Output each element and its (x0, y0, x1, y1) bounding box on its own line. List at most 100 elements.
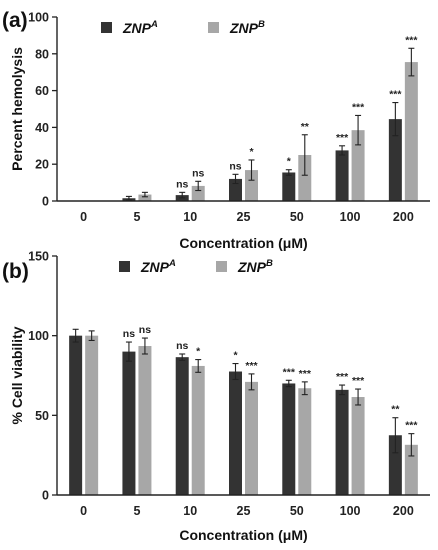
bar (335, 150, 349, 201)
legend-swatch (101, 22, 112, 33)
panel-b-x-axis-title: Concentration (μM) (179, 527, 307, 543)
x-tick-label: 5 (133, 504, 140, 518)
panel-a-y-ticks: 0 20 40 60 80 100 (28, 11, 57, 209)
bar (229, 178, 242, 201)
x-tick-label: 0 (80, 210, 87, 224)
significance-label: *** (336, 132, 349, 144)
significance-label: *** (245, 360, 258, 372)
x-tick-label: 5 (133, 210, 140, 224)
x-tick-label: 100 (340, 504, 361, 518)
bar (191, 365, 205, 495)
legend-swatch (208, 22, 219, 33)
panel-a-error-bars (125, 47, 415, 201)
bar (69, 335, 83, 495)
panel-b-label: (b) (2, 260, 29, 283)
significance-label: ** (391, 404, 400, 416)
significance-label: ns (176, 340, 188, 352)
y-tick-label: 0 (42, 489, 49, 503)
significance-label: *** (336, 371, 349, 383)
significance-label: *** (389, 89, 402, 101)
x-tick-label: 100 (340, 210, 361, 224)
significance-label: *** (352, 375, 365, 387)
significance-label: * (233, 350, 238, 362)
x-tick-label: 50 (290, 504, 304, 518)
y-tick-label: 50 (35, 409, 49, 423)
panel-a: (a) Percent hemolysis Concentration (μM)… (2, 9, 430, 251)
bar (298, 155, 312, 201)
bar (175, 357, 189, 495)
significance-label: ns (139, 324, 151, 336)
significance-label: * (287, 156, 292, 168)
significance-label: ns (229, 160, 241, 172)
panel-a-axes (56, 17, 430, 202)
significance-label: *** (405, 34, 418, 46)
y-tick-label: 60 (35, 84, 49, 98)
bar (122, 351, 136, 495)
y-tick-label: 150 (28, 250, 49, 264)
x-tick-label: 10 (183, 504, 197, 518)
panel-a-x-axis-title: Concentration (μM) (179, 235, 307, 251)
panel-b: (b) % Cell viability Concentration (μM) … (2, 250, 430, 543)
x-tick-label: 25 (237, 210, 251, 224)
panel-a-y-axis-title: Percent hemolysis (9, 47, 25, 171)
legend-swatch (119, 261, 130, 272)
significance-label: * (249, 146, 254, 158)
bar (138, 194, 152, 201)
panel-a-bars (122, 62, 418, 201)
significance-label: *** (352, 101, 365, 113)
bar (282, 383, 296, 495)
significance-label: *** (299, 368, 312, 380)
panel-a-label: (a) (2, 9, 28, 32)
panel-b-bars (69, 335, 418, 495)
x-tick-label: 0 (80, 504, 87, 518)
significance-label: ns (176, 178, 188, 190)
panel-b-y-axis-title: % Cell viability (9, 326, 25, 424)
significance-label: ns (123, 328, 135, 340)
bar (388, 435, 402, 495)
significance-label: ** (301, 121, 310, 133)
bar (388, 119, 402, 201)
x-tick-label: 50 (290, 210, 304, 224)
x-tick-label: 200 (393, 210, 414, 224)
legend-swatch (216, 261, 227, 272)
bar (335, 389, 349, 495)
legend-label: ZNPA (122, 19, 158, 36)
bar (404, 444, 418, 495)
bar (298, 388, 312, 495)
significance-label: * (196, 346, 201, 358)
significance-label: ns (192, 167, 204, 179)
x-tick-label: 25 (237, 504, 251, 518)
significance-label: *** (283, 366, 296, 378)
bar (85, 335, 99, 495)
bar (351, 130, 365, 201)
x-tick-label: 10 (183, 210, 197, 224)
legend-label: ZNPB (237, 258, 273, 275)
bar (191, 185, 205, 201)
panel-a-legend: ZNPA ZNPB (101, 19, 265, 36)
panel-b-y-ticks: 0 50 100 150 (28, 250, 57, 503)
panel-b-legend: ZNPA ZNPB (119, 258, 273, 275)
y-tick-label: 20 (35, 158, 49, 172)
bar (351, 397, 365, 495)
panel-b-error-bars (72, 328, 415, 457)
y-tick-label: 0 (42, 195, 49, 209)
bar (245, 170, 258, 201)
panel-b-x-ticks: 0 5 10 25 50 100 200 (80, 504, 414, 518)
legend-label: ZNPB (229, 19, 265, 36)
panel-a-x-ticks: 0 5 10 25 50 100 200 (80, 210, 414, 224)
y-tick-label: 100 (28, 11, 49, 25)
bar (245, 381, 258, 495)
bar (404, 62, 418, 201)
significance-label: *** (405, 420, 418, 432)
y-tick-label: 100 (28, 329, 49, 343)
x-tick-label: 200 (393, 504, 414, 518)
y-tick-label: 80 (35, 47, 49, 61)
legend-label: ZNPA (140, 258, 176, 275)
y-tick-label: 40 (35, 121, 49, 135)
bar (229, 371, 242, 495)
panel-b-axes (56, 256, 430, 496)
bar (282, 172, 296, 201)
